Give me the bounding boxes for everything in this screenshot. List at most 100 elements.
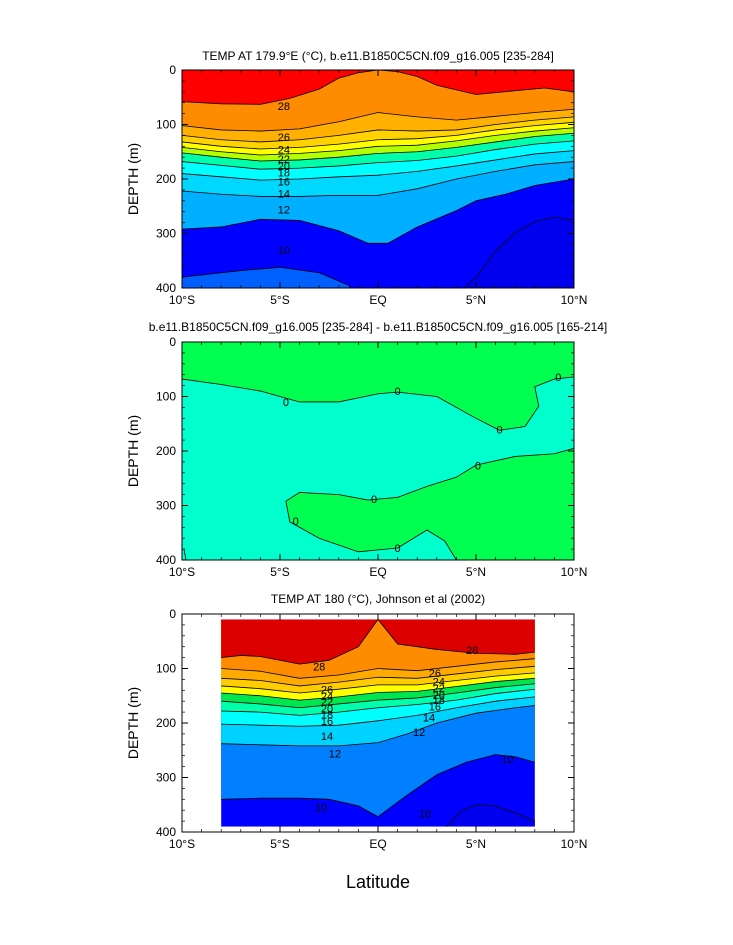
y-tick-label: 200 bbox=[156, 716, 176, 730]
contour-line-10 bbox=[182, 178, 574, 244]
y-axis-label: DEPTH (m) bbox=[125, 415, 141, 487]
contour-label: 28 bbox=[466, 645, 478, 657]
contour-line-20 bbox=[182, 127, 574, 156]
x-tick-label: 10°N bbox=[561, 837, 588, 851]
contour-line-18 bbox=[221, 683, 535, 709]
isotherm-band-8 bbox=[446, 804, 535, 827]
contour-label: 18 bbox=[433, 695, 445, 707]
contour-line-6 bbox=[463, 216, 574, 288]
x-tick-label: 10°N bbox=[561, 293, 588, 307]
positive-region-top bbox=[182, 342, 574, 431]
isotherm-band-6 bbox=[464, 217, 574, 288]
contour-label: 10 bbox=[501, 754, 513, 766]
contour-line-0 bbox=[183, 549, 187, 560]
contour-label-28: 28 bbox=[313, 661, 325, 673]
isotherm-band-warmest bbox=[182, 70, 574, 105]
contour-label-20: 20 bbox=[321, 703, 333, 715]
y-tick-label: 100 bbox=[156, 662, 176, 676]
contour-line-14 bbox=[221, 696, 535, 727]
y-tick-label: 0 bbox=[169, 63, 176, 77]
contour-label-24: 24 bbox=[278, 145, 290, 157]
contour-line-0 bbox=[285, 447, 574, 560]
x-tick-label: 10°S bbox=[169, 293, 195, 307]
panel-3-title: TEMP AT 180 (°C), Johnson et al (2002) bbox=[271, 592, 485, 606]
contour-label: 16 bbox=[429, 702, 441, 714]
x-tick-label: 5°S bbox=[270, 837, 289, 851]
contour-line-16 bbox=[221, 688, 535, 716]
contour-label-28: 28 bbox=[278, 101, 290, 113]
contour-label: 14 bbox=[423, 713, 435, 725]
contour-line-28 bbox=[221, 618, 535, 665]
contour-line-18 bbox=[182, 132, 574, 162]
x-tick-label: 10°S bbox=[169, 837, 195, 851]
contour-label-26: 26 bbox=[278, 132, 290, 144]
contour-line-14 bbox=[182, 150, 574, 181]
contour-label-26: 26 bbox=[321, 684, 333, 696]
contour-label: 12 bbox=[413, 727, 425, 739]
contour-line-26 bbox=[182, 108, 574, 132]
contour-line-16 bbox=[182, 140, 574, 170]
contour-line-10 bbox=[221, 754, 535, 818]
contour-label-14: 14 bbox=[321, 731, 333, 743]
contour-label-12: 12 bbox=[278, 205, 290, 217]
contour-line-12 bbox=[221, 705, 535, 747]
x-tick-label: EQ bbox=[369, 293, 386, 307]
contour-label: 0 bbox=[496, 424, 502, 436]
x-tick-label: 5°S bbox=[270, 293, 289, 307]
contour-line-22 bbox=[221, 672, 535, 694]
contour-label: 22 bbox=[433, 683, 445, 695]
contour-label: 10 bbox=[419, 809, 431, 821]
y-tick-label: 100 bbox=[156, 390, 176, 404]
x-tick-label: EQ bbox=[369, 565, 386, 579]
contour-label-22: 22 bbox=[321, 696, 333, 708]
y-tick-label: 200 bbox=[156, 172, 176, 186]
isotherm-band-warmest bbox=[221, 619, 535, 665]
y-tick-label: 300 bbox=[156, 771, 176, 785]
x-axis-label: Latitude bbox=[346, 872, 410, 892]
contour-line-24 bbox=[182, 116, 574, 143]
contour-label-14: 14 bbox=[278, 188, 290, 200]
x-tick-label: EQ bbox=[369, 837, 386, 851]
panel-3: 2826242220181614121028262422201816141210… bbox=[125, 607, 587, 851]
contour-label: 0 bbox=[371, 494, 377, 506]
contour-label: 0 bbox=[475, 460, 481, 472]
positive-region-bottom bbox=[285, 448, 574, 560]
contour-line-0 bbox=[182, 376, 574, 431]
y-tick-label: 400 bbox=[156, 553, 176, 567]
y-tick-label: 0 bbox=[169, 607, 176, 621]
contour-label-10: 10 bbox=[315, 802, 327, 814]
contour-label-10: 10 bbox=[278, 245, 290, 257]
panel-2-field bbox=[182, 342, 574, 560]
y-tick-label: 400 bbox=[156, 825, 176, 839]
y-tick-label: 400 bbox=[156, 281, 176, 295]
y-tick-label: 100 bbox=[156, 118, 176, 132]
contour-label-16: 16 bbox=[278, 176, 290, 188]
contour-label: 0 bbox=[395, 386, 401, 398]
contour-label-20: 20 bbox=[278, 161, 290, 173]
contour-label-0: 0 bbox=[395, 543, 401, 555]
panel-3-field bbox=[221, 619, 535, 827]
y-tick-label: 300 bbox=[156, 499, 176, 513]
x-tick-label: 5°N bbox=[466, 565, 486, 579]
contour-label: 24 bbox=[433, 677, 445, 689]
contour-label: 0 bbox=[555, 372, 561, 384]
contour-line-12 bbox=[182, 161, 574, 197]
contour-label-18: 18 bbox=[321, 709, 333, 721]
contour-line-24 bbox=[221, 665, 535, 687]
contour-label-24: 24 bbox=[321, 691, 333, 703]
y-axis-label: DEPTH (m) bbox=[125, 143, 141, 215]
contour-label-18: 18 bbox=[278, 168, 290, 180]
contour-label: 26 bbox=[429, 668, 441, 680]
x-tick-label: 10°N bbox=[561, 565, 588, 579]
panel-1: 28262422201816141210010020030040010°S5°S… bbox=[125, 63, 587, 307]
y-tick-label: 200 bbox=[156, 444, 176, 458]
x-tick-label: 5°N bbox=[466, 293, 486, 307]
contour-line-22 bbox=[182, 121, 574, 150]
panel-2-title: b.e11.B1850C5CN.f09_g16.005 [235-284] - … bbox=[149, 320, 608, 334]
y-tick-label: 0 bbox=[169, 335, 176, 349]
contour-line-20 bbox=[221, 677, 535, 701]
contour-label-0: 0 bbox=[283, 397, 289, 409]
x-tick-label: 10°S bbox=[169, 565, 195, 579]
